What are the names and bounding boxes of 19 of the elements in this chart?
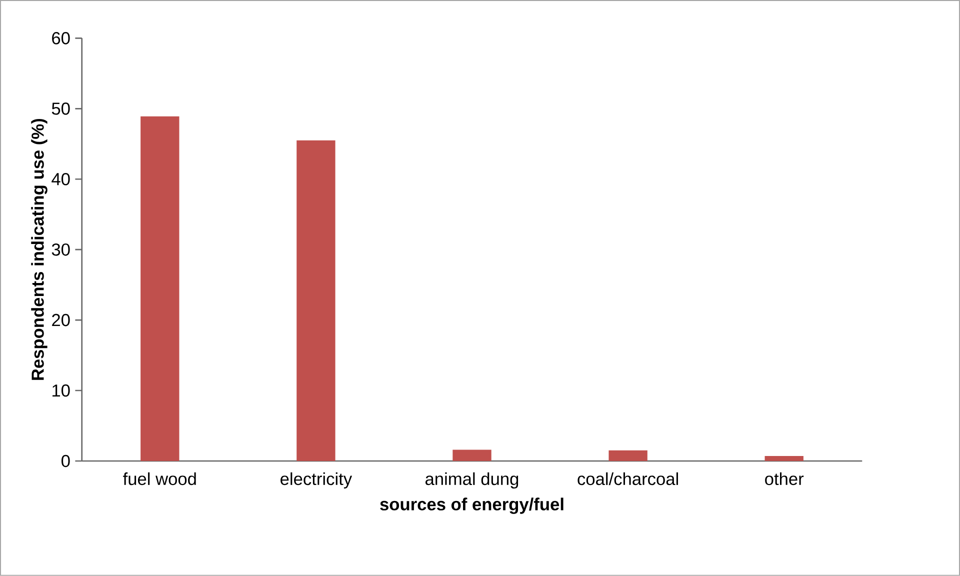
y-axis-title: Respondents indicating use (%) [31,119,48,380]
x-tick-label: coal/charcoal [578,472,678,486]
bar [608,450,648,462]
y-tick-label: 0 [62,454,70,468]
y-tick-label: 40 [52,173,70,186]
x-axis-title: sources of energy/fuel [380,498,564,514]
y-tick-label: 30 [52,244,70,256]
x-tick-label: animal dung [426,472,518,489]
y-tick-label: 10 [52,384,70,397]
x-tick-label: other [765,472,804,486]
bar [140,116,180,462]
bar [764,456,804,462]
bar [296,140,336,462]
bar [452,450,492,462]
y-tick-label: 50 [52,102,70,115]
y-tick-label: 60 [52,32,70,44]
x-tick-label: fuel wood [123,472,196,486]
y-tick-label: 20 [52,314,70,326]
x-tick-label: electricity [280,472,352,489]
